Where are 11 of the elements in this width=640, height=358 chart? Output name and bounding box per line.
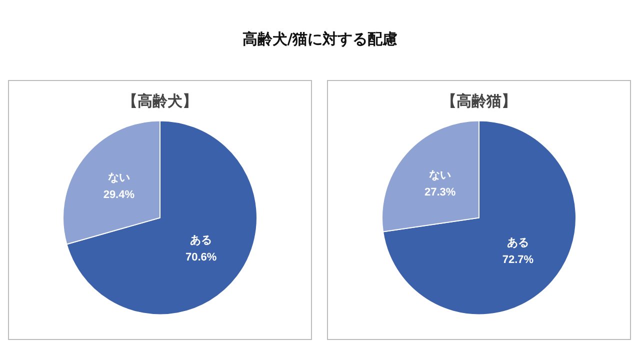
slice-label: ない — [108, 172, 130, 184]
slice-label: ある — [190, 234, 212, 246]
slice-label: ない — [429, 170, 452, 182]
data-label: 70.6% — [185, 251, 217, 264]
data-label: 29.4% — [103, 189, 135, 202]
chart-title: 【高齢猫】 — [442, 92, 516, 110]
chart-title: 【高齢犬】 — [122, 92, 198, 110]
text: 高齢犬/猫に対する配慮 — [241, 30, 399, 49]
data-label: 27.3% — [424, 186, 456, 199]
data-label: 72.7% — [502, 254, 534, 266]
slice-label: ある — [506, 236, 529, 249]
